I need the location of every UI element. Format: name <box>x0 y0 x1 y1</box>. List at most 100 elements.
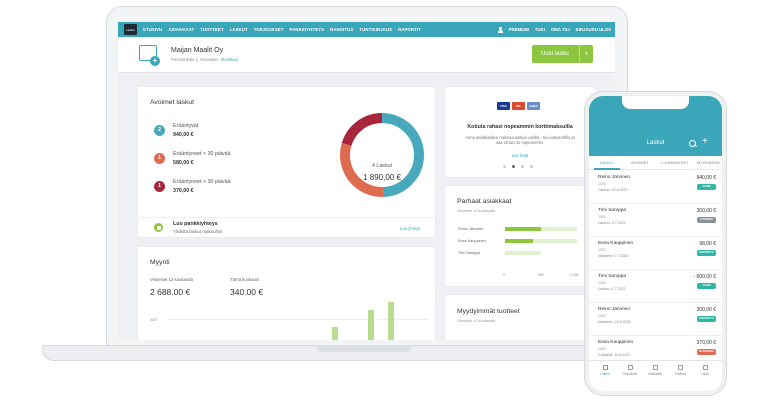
invoice-list-item[interactable]: Eesa Kauppinen 1002 Maksettu: 7.7.2022 9… <box>589 237 722 270</box>
offer-icon <box>627 365 633 370</box>
new-invoice-button[interactable]: Uusi lasku ▾ <box>532 45 593 63</box>
top-products-subtitle: Viimeiset 12 kuukautta <box>457 319 496 323</box>
bottom-nav-label: Tuotteet <box>674 372 686 376</box>
bottom-nav-tarjoukset[interactable]: Tarjoukset <box>618 365 642 376</box>
chart-axis-label: 400 <box>150 317 157 322</box>
tab-kaikki[interactable]: KAIKKI <box>600 160 613 165</box>
carousel-dot[interactable] <box>512 165 515 168</box>
invoice-number: 1004 <box>598 281 606 285</box>
count-badge: 2 <box>154 125 165 136</box>
nav-item-tarjoukset[interactable]: TARJOUKSET <box>253 27 284 32</box>
tab-avoimet[interactable]: AVOIMET <box>631 160 649 165</box>
invoice-date: Laskuu: 22.8.2022 <box>598 188 628 192</box>
app-logo[interactable]: Laskut <box>124 24 137 35</box>
search-icon[interactable] <box>689 140 696 147</box>
amex-icon: AMEX <box>527 102 540 110</box>
invoice-list-item[interactable]: Timi Samppa 1004 Laskuu: 1.7.2022 - 600,… <box>589 270 722 303</box>
new-invoice-label: Uusi lasku <box>541 51 569 57</box>
nav-logout[interactable]: KIRJAUDU ULOS <box>575 27 611 32</box>
nav-item-tuotteet[interactable]: TUOTTEET <box>200 27 224 32</box>
customer-name: Eesa Kauppinen <box>598 241 634 246</box>
open-invoices-card: Avoimet laskut 2 Erääntyvät 940,00 € 1 E… <box>138 87 435 237</box>
bottom-nav-label: Laskut <box>600 372 610 376</box>
row-amount: 370,00 € <box>173 188 194 194</box>
phone-bottom-nav: Laskut Tarjoukset Asiakkaat Tuotteet Lis… <box>589 360 722 391</box>
nav-item-tuntikirjaus[interactable]: TUNTIKIRJAUS <box>359 27 393 32</box>
invoice-list-item[interactable]: Reino Järvinen 1003 Laskuu: 22.8.2022 94… <box>589 171 722 204</box>
customer-bar-track <box>505 239 577 243</box>
add-icon[interactable]: + <box>702 136 708 147</box>
axis-tick: 500 <box>538 273 544 277</box>
bottom-nav-label: Tarjoukset <box>622 372 638 376</box>
sales-bar <box>368 310 374 340</box>
bank-icon <box>154 223 163 232</box>
top-products-title: Myydyimmät tuotteet <box>457 308 520 315</box>
sales-last12-label: Viimeiset 12 kuukautta <box>150 277 194 282</box>
invoice-amount: 300,00 € <box>696 307 716 313</box>
invoice-list-item[interactable]: Timi Samppa 1002 Laskuu: 9.7.2022 360,00… <box>589 204 722 237</box>
user-icon[interactable] <box>497 26 503 33</box>
axis-tick: 1,000 <box>570 273 579 277</box>
status-badge: LUONNOS <box>697 217 716 223</box>
nav-item-laskut[interactable]: LASKUT <box>229 27 248 32</box>
bank-title: Luo pankkiyhteys <box>173 221 218 227</box>
sales-bar <box>332 327 338 340</box>
chevron-down-icon[interactable]: ▾ <box>579 45 593 63</box>
row-amount: 580,00 € <box>173 160 194 166</box>
nav-item-raportit[interactable]: RAPORTIT <box>398 27 421 32</box>
carousel-dot[interactable] <box>521 165 524 168</box>
nav-item-pankkiyhteys[interactable]: PANKKIYHTEYS <box>289 27 325 32</box>
bottom-nav-lisaa[interactable]: Lisää <box>693 365 717 376</box>
tab-myohassa[interactable]: MYÖHÄSSÄ <box>697 160 720 165</box>
bottom-nav-laskut[interactable]: Laskut <box>593 365 617 376</box>
customer-bar <box>505 239 533 243</box>
read-more-link[interactable]: Lue lisää <box>511 153 529 158</box>
invoice-amount: 940,00 € <box>696 175 716 181</box>
donut-total: 1 890,00 € <box>363 173 401 182</box>
active-tab-indicator <box>594 168 620 170</box>
top-navigation: Laskut ETUSIVU ASIAKKAAT TUOTTEET LASKUT… <box>118 22 615 37</box>
best-customers-subtitle: Viimeiset 12 kuukautta <box>457 209 496 213</box>
status-badge: AVOIN <box>697 184 716 190</box>
carousel-dot[interactable] <box>503 165 506 168</box>
visa-icon: VISA <box>497 102 510 110</box>
best-customers-title: Parhaat asiakkaat <box>457 198 512 205</box>
open-invoices-title: Avoimet laskut <box>150 99 195 106</box>
customer-name: Eesa Kauppinen <box>598 340 634 345</box>
invoice-number: 1003 <box>598 314 606 318</box>
company-address: Porvoonkatu 1, Kouvolan Muokkaa <box>171 57 238 62</box>
edit-company-link[interactable]: Muokkaa <box>220 57 238 62</box>
customer-name: Reino Järvinen <box>598 175 630 180</box>
more-icon <box>702 365 708 370</box>
company-address-text: Porvoonkatu 1, Kouvolan <box>171 57 218 62</box>
phone-mockup: Laskut + KAIKKI AVOIMET LUONNOKSET MYÖHÄ… <box>585 92 726 395</box>
company-house-icon[interactable]: + <box>139 43 160 66</box>
sales-bar <box>388 302 394 340</box>
nav-premium[interactable]: PREMIUM <box>508 27 529 32</box>
row-label: Erääntyneet > 30 päivää <box>173 179 231 185</box>
invoice-date: Laskuu: 1.7.2022 <box>598 287 626 291</box>
customer-name: Timi Samppa <box>458 251 481 255</box>
status-badge: MAKSETTU <box>697 250 716 256</box>
nav-item-rahoitus[interactable]: RAHOITUS <box>330 27 354 32</box>
invoice-list-item[interactable]: Reino Järvinen 1003 Maksettu: 20.5.2022 … <box>589 303 722 336</box>
invoice-icon <box>602 365 608 370</box>
nav-tuki[interactable]: TUKI <box>534 27 545 32</box>
customer-name: Reino Järvinen <box>598 307 630 312</box>
nav-item-etusivu[interactable]: ETUSIVU <box>143 27 163 32</box>
carousel-dot[interactable] <box>530 165 533 168</box>
mastercard-icon: MC <box>512 102 525 110</box>
bottom-nav-label: Lisää <box>701 372 709 376</box>
products-icon <box>677 365 683 370</box>
tab-luonnokset[interactable]: LUONNOKSET <box>661 160 689 165</box>
customer-bar-track <box>505 251 541 255</box>
invoice-date: Maksettu: 7.7.2022 <box>598 254 629 258</box>
bottom-nav-asiakkaat[interactable]: Asiakkaat <box>643 365 667 376</box>
laptop-notch <box>316 345 412 352</box>
donut-count: 4 Laskut <box>371 163 393 169</box>
nav-oma-tili[interactable]: OMA TILI <box>550 27 570 32</box>
create-connection-link[interactable]: Luo yhteys <box>400 226 421 231</box>
invoice-number: 1002 <box>598 248 606 252</box>
nav-item-asiakkaat[interactable]: ASIAKKAAT <box>168 27 195 32</box>
bottom-nav-tuotteet[interactable]: Tuotteet <box>668 365 692 376</box>
